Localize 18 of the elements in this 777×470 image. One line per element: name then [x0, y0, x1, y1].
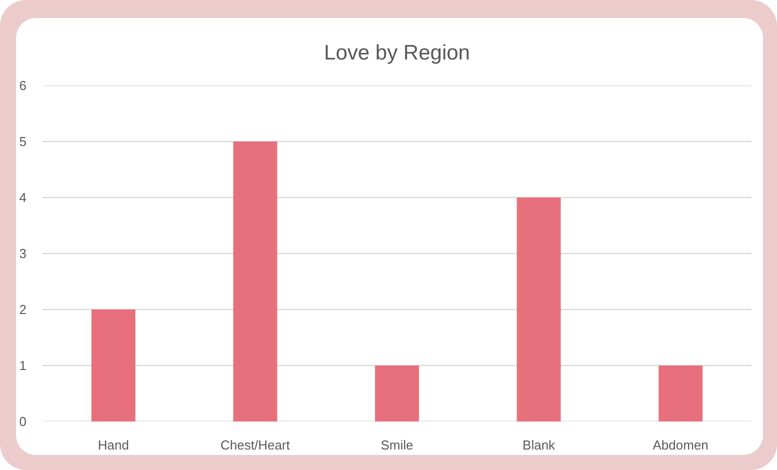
y-tick-label: 0 — [19, 414, 27, 429]
y-tick-label: 6 — [19, 78, 27, 93]
y-tick-label: 5 — [19, 134, 27, 149]
y-tick-label: 3 — [19, 246, 27, 261]
x-tick-label: Abdomen — [652, 438, 708, 452]
bar — [233, 142, 278, 422]
y-tick-label: 1 — [19, 358, 27, 373]
x-tick-label: Hand — [98, 438, 129, 452]
x-tick-label: Smile — [380, 438, 414, 452]
bar — [375, 366, 419, 422]
y-tick-label: 4 — [19, 190, 27, 205]
bar — [658, 366, 703, 422]
x-tick-label: Chest/Heart — [220, 438, 290, 452]
y-tick-label: 2 — [19, 302, 27, 317]
chart-title: Love by Region — [324, 42, 470, 64]
bar — [516, 198, 561, 422]
bar — [91, 310, 136, 422]
x-tick-label: Blank — [522, 438, 556, 452]
